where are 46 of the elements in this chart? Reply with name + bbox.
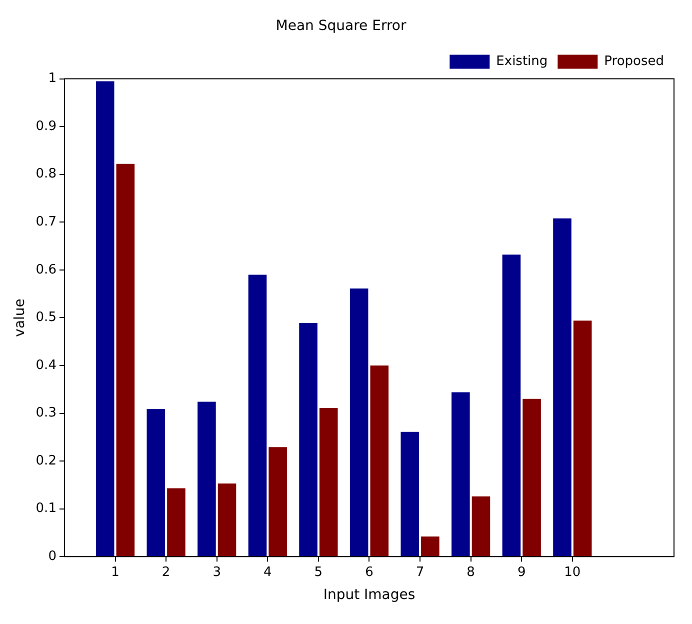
y-tick-label: 0 [48, 548, 56, 564]
bar [299, 322, 318, 556]
bar [319, 408, 338, 556]
bar [268, 447, 287, 556]
x-tick-label: 5 [314, 564, 323, 580]
x-tick-label: 10 [564, 564, 581, 580]
bar [350, 288, 368, 556]
bar [198, 402, 216, 556]
bar [146, 408, 166, 556]
bar [522, 398, 541, 556]
x-tick-label: 2 [162, 564, 170, 580]
x-tick-label: 4 [264, 564, 272, 580]
bar [553, 218, 572, 556]
y-tick-label: 0.1 [36, 501, 56, 516]
x-axis-title: Input Images [323, 587, 416, 604]
legend-label: Proposed [604, 54, 664, 70]
bar [167, 488, 186, 556]
bar [472, 496, 490, 556]
chart-title: Mean Square Error [276, 18, 406, 34]
y-tick-label: 0.7 [36, 214, 56, 230]
x-tick-label: 3 [212, 564, 221, 580]
y-tick-label: 0.3 [36, 406, 56, 421]
y-tick-label: 0.9 [36, 118, 56, 134]
y-tick-label: 0.8 [36, 166, 56, 182]
bar [400, 432, 420, 556]
y-tick-label: 0.2 [36, 453, 56, 468]
x-tick-label: 6 [365, 564, 374, 580]
y-tick-label: 1 [48, 71, 56, 86]
y-axis-title: value [12, 298, 28, 337]
x-tick-label: 1 [111, 564, 120, 580]
bar [96, 81, 114, 556]
y-tick-label: 0.5 [36, 310, 56, 326]
legend-label: Existing [496, 54, 548, 70]
bar [421, 536, 440, 556]
bar [218, 483, 236, 556]
y-tick-label: 0.4 [36, 358, 56, 373]
bar [370, 365, 389, 556]
bar [502, 254, 521, 556]
bar [452, 392, 470, 556]
y-tick-label: 0.6 [36, 262, 56, 278]
x-tick-label: 9 [517, 564, 526, 580]
bar [248, 274, 267, 556]
x-tick-label: 8 [466, 564, 475, 580]
bar [116, 164, 135, 556]
x-tick-label: 7 [416, 564, 424, 580]
bar [573, 320, 592, 556]
